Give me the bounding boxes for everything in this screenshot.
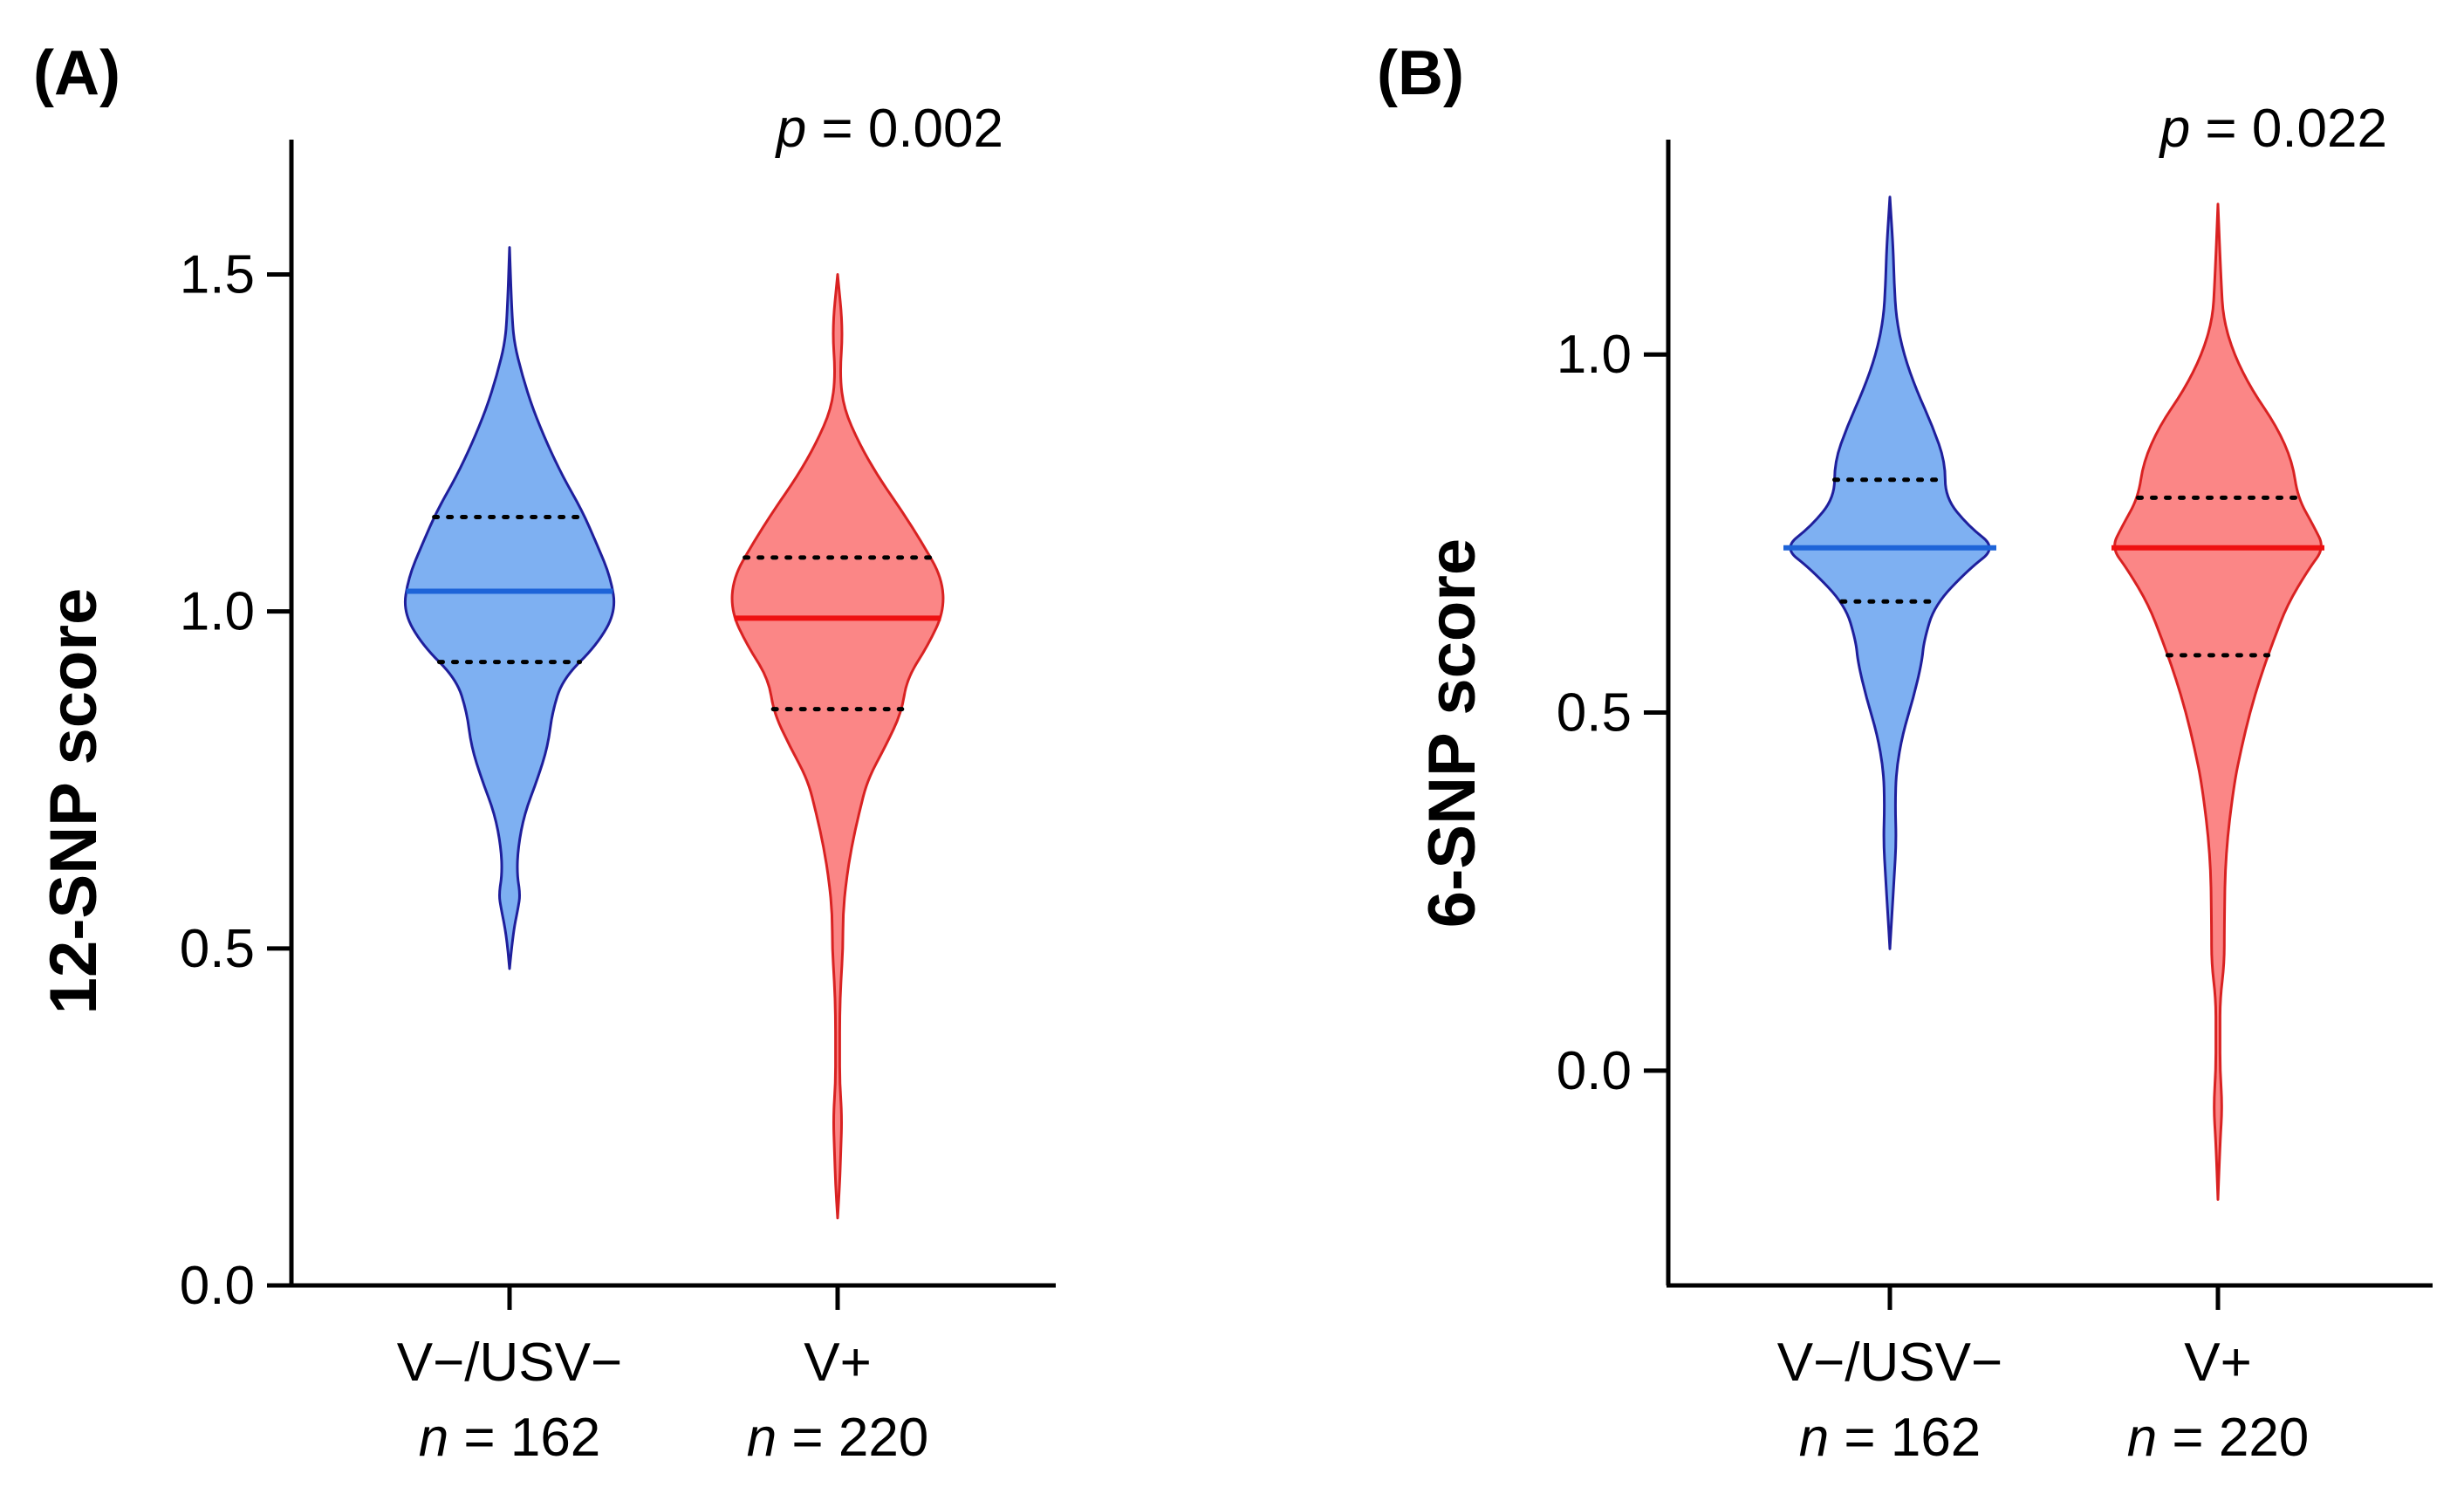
- panel-a-p-symbol: p: [775, 99, 806, 159]
- y-tick-label: 1.0: [1557, 325, 1632, 385]
- panel-a-p-value: p = 0.002: [775, 99, 1003, 159]
- panel-b-p-value: p = 0.022: [2159, 99, 2387, 159]
- sample-size-label: n = 220: [2127, 1408, 2310, 1468]
- category-label: V−/USV−: [1777, 1333, 2002, 1393]
- panel-a-y-axis-label: 12-SNP score: [37, 588, 111, 1015]
- panel-b: (B) p = 0.022 6-SNP score 0.0 0.5 1.0 V−/U…: [1377, 38, 2433, 1468]
- panel-a: (A) p = 0.002 12-SNP score 0.00.51.01.5 …: [33, 38, 1056, 1468]
- panel-b-y-axis-label: 6-SNP score: [1415, 538, 1489, 928]
- panel-b-y-ticks: 0.0 0.5 1.0: [1557, 325, 1668, 1101]
- category-label: V+: [804, 1333, 872, 1393]
- violin-0: [403, 246, 616, 970]
- y-tick-label: 1.5: [180, 244, 255, 305]
- y-tick-label: 0.0: [180, 1256, 255, 1316]
- sample-size-label: n = 162: [1799, 1408, 1981, 1468]
- panel-a-label: (A): [33, 38, 120, 108]
- panel-a-y-ticks: 0.0 0.5 1.0 1.5: [180, 244, 291, 1316]
- panel-b-p-text: = 0.022: [2190, 99, 2387, 159]
- panel-a-p-text: = 0.002: [806, 99, 1003, 159]
- sample-size-label: n = 220: [747, 1408, 929, 1468]
- y-tick-label: 0.5: [180, 919, 255, 979]
- panel-a-x-categories: V−/USV− n = 162 V+ n = 220: [397, 1285, 929, 1468]
- category-label: V+: [2184, 1333, 2252, 1393]
- violin-1: [2113, 202, 2323, 1201]
- y-tick-label: 0.0: [1557, 1041, 1632, 1101]
- sample-size-label: n = 162: [419, 1408, 601, 1468]
- panel-b-violins: [1783, 195, 2324, 1201]
- violin-1: [730, 273, 945, 1220]
- panel-b-label: (B): [1377, 38, 1464, 108]
- panel-b-x-categories: V−/USV− n = 162 V+ n = 220: [1777, 1285, 2310, 1468]
- y-tick-label: 0.5: [1557, 683, 1632, 744]
- category-label: V−/USV−: [397, 1333, 622, 1393]
- violin-0: [1789, 195, 1991, 950]
- panel-b-p-symbol: p: [2159, 99, 2190, 159]
- y-tick-label: 1.0: [180, 582, 255, 642]
- panel-a-violins: [403, 246, 945, 1220]
